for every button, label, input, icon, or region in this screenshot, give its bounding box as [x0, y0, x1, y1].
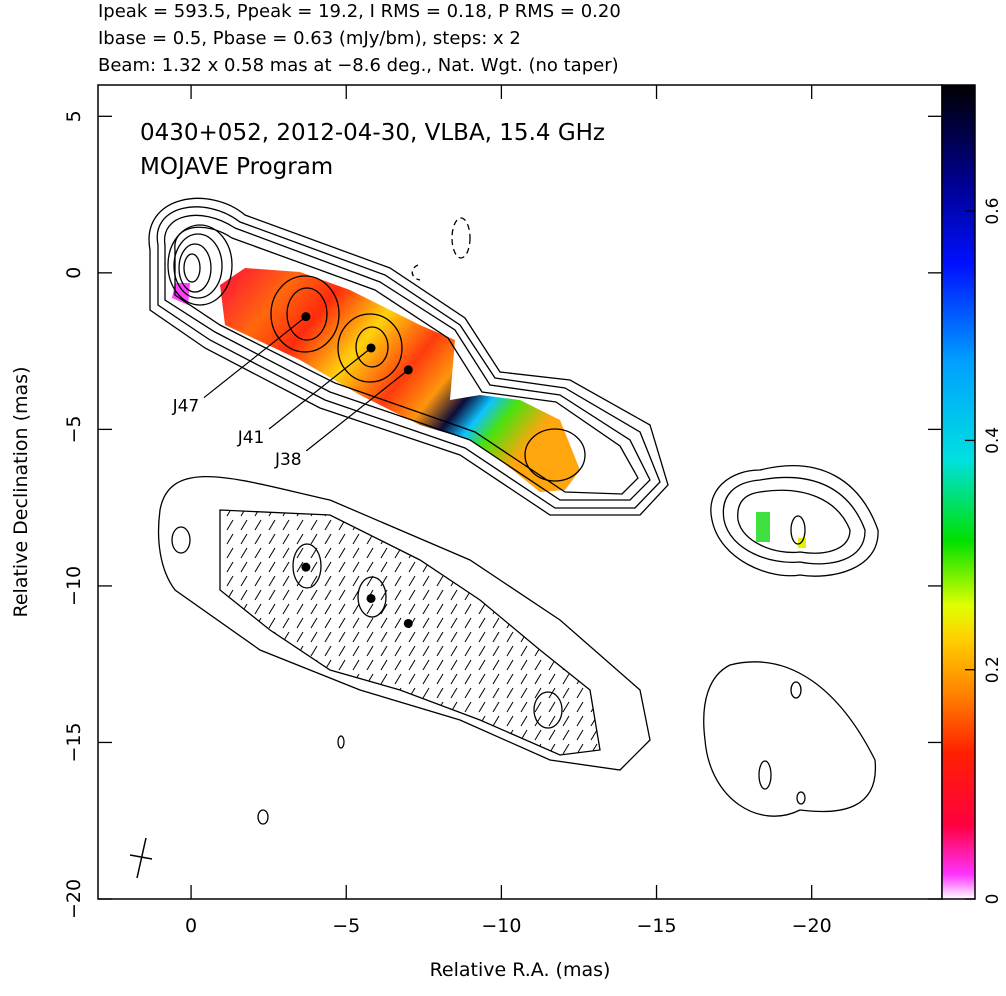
contour: [790, 681, 802, 699]
component: [366, 343, 376, 353]
contour: [157, 475, 651, 771]
x-tick-label: −10: [481, 915, 521, 937]
contour: [148, 197, 669, 516]
contour: [156, 206, 661, 509]
contour: [524, 428, 586, 482]
pol-component: [366, 593, 376, 603]
y-tick-label: −15: [63, 722, 85, 762]
contour: [533, 691, 563, 729]
contour: [758, 760, 772, 790]
contour: [171, 526, 191, 554]
y-tick-label: 5: [63, 110, 85, 122]
contour: [355, 326, 389, 368]
pol-fraction-map: [220, 268, 580, 492]
pol-fraction-map: [756, 512, 770, 542]
x-axis-label: Relative R.A. (mas): [430, 959, 611, 981]
pol-intensity-contour: [219, 509, 601, 756]
y-tick-label: −5: [63, 415, 85, 443]
colorbar-tick-label: 0.2: [983, 656, 1003, 683]
plot-frame: [97, 84, 943, 900]
contour: [796, 791, 806, 805]
annotation: 0430+052, 2012-04-30, VLBA, 15.4 GHz: [140, 120, 605, 146]
annotation: MOJAVE Program: [140, 154, 333, 180]
contour: [257, 809, 269, 825]
x-tick-label: −20: [792, 915, 832, 937]
component-label: J41: [237, 428, 265, 448]
contour: [337, 735, 345, 749]
header-line: Ibase = 0.5, Pbase = 0.63 (mJy/bm), step…: [98, 28, 521, 49]
contour: [167, 224, 233, 306]
contour: [451, 217, 471, 259]
beam: [136, 837, 147, 879]
contour: [173, 233, 223, 299]
component: [301, 312, 311, 322]
contour: [737, 489, 851, 554]
contour: [178, 243, 212, 293]
contour: [286, 287, 328, 341]
colorbar-tick-label: 0: [983, 894, 1003, 905]
y-tick-label: −20: [63, 879, 85, 919]
component: [403, 365, 413, 375]
contour: [703, 661, 876, 817]
component-label: J47: [172, 397, 200, 417]
x-tick-label: 0: [185, 915, 197, 937]
header-line: Beam: 1.32 x 0.58 mas at −8.6 deg., Nat.…: [98, 55, 619, 76]
contour: [270, 275, 340, 353]
contour: [183, 253, 201, 283]
colorbar-tick-label: 0.4: [983, 427, 1003, 454]
y-tick-label: −10: [63, 566, 85, 606]
header-line: Ipeak = 593.5, Ppeak = 19.2, I RMS = 0.1…: [98, 1, 621, 22]
contour: [722, 476, 866, 565]
x-tick-label: −15: [636, 915, 676, 937]
contour: [357, 576, 387, 618]
pol-fraction-map: [798, 538, 806, 548]
contours: [129, 197, 879, 879]
component-label: J38: [274, 450, 302, 470]
colorbar-tick-label: 0.6: [983, 198, 1003, 225]
contour: [292, 543, 322, 589]
contour: [790, 515, 806, 545]
contour: [337, 313, 403, 383]
x-tick-label: −5: [332, 915, 360, 937]
leader-line: [305, 369, 409, 452]
header: Ipeak = 593.5, Ppeak = 19.2, I RMS = 0.1…: [98, 1, 621, 76]
contour: [411, 264, 421, 281]
leader-line: [203, 316, 307, 399]
beam: [129, 854, 153, 860]
leader-line: [268, 347, 372, 430]
pol-component: [301, 562, 311, 572]
y-axis-label: Relative Declination (mas): [10, 367, 32, 618]
contour: [164, 214, 651, 501]
pol-fraction-map: [172, 283, 190, 305]
contour: [174, 226, 639, 495]
y-tick-label: 0: [63, 267, 85, 279]
contour: [710, 465, 879, 577]
colorbar: [941, 84, 976, 900]
polarization-color: [172, 268, 806, 548]
pol-component: [403, 618, 413, 628]
